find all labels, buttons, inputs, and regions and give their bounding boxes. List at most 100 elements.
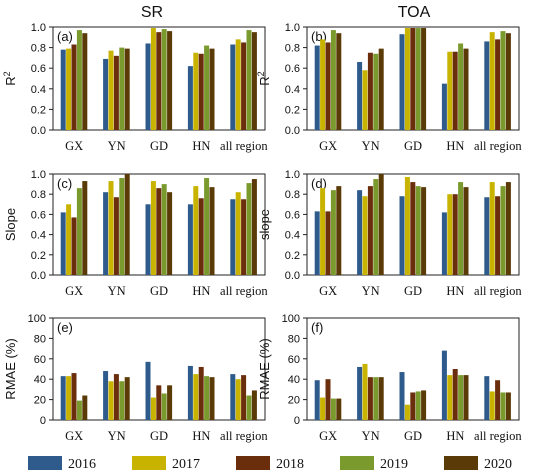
legend-label: 2016: [68, 457, 96, 472]
bar: [495, 196, 501, 275]
chart-panel-6: 0 20 40 60 80 100 RMAE (%) (f) GX YN GD HN all regio…: [257, 313, 522, 443]
bar: [198, 366, 204, 420]
y-tick-label: 0.8: [285, 189, 300, 201]
y-tick-label: 0: [294, 415, 300, 427]
bar: [66, 48, 72, 130]
bar: [113, 197, 119, 275]
legend-swatch: [28, 456, 62, 470]
legend-label: 2018: [276, 457, 304, 472]
x-tick-label: HN: [192, 429, 210, 443]
bar: [489, 32, 495, 130]
chart-panel-1: 0.0 0.2 0.4 0.6 0.8 1.0 R2 (a) GX YN GD HN all regio…: [2, 22, 268, 153]
bar: [204, 376, 210, 420]
x-tick-label: GD: [404, 429, 422, 443]
bar: [505, 392, 511, 420]
bar: [410, 28, 416, 131]
y-tick-label: 0.0: [31, 270, 46, 282]
y-tick-label: 0.2: [31, 250, 46, 262]
bar: [415, 186, 421, 275]
bar: [500, 392, 506, 420]
panels-group: 0.0 0.2 0.4 0.6 0.8 1.0 R2 (a) GX YN GD HN all regio…: [2, 22, 522, 443]
bar: [246, 395, 252, 420]
bar: [452, 194, 458, 275]
bar: [378, 48, 384, 130]
bar: [76, 400, 82, 420]
bar: [441, 83, 447, 130]
x-tick-label: GD: [404, 139, 422, 153]
bar: [103, 192, 109, 275]
y-tick-label: 20: [288, 395, 300, 407]
bar: [187, 365, 193, 420]
x-tick-label: all region: [220, 429, 268, 443]
y-axis-label: R2: [256, 71, 272, 85]
bar: [441, 212, 447, 275]
x-tick-label: HN: [192, 139, 210, 153]
bar: [60, 212, 66, 275]
bar: [71, 44, 77, 131]
bar: [103, 58, 109, 130]
x-tick-label: all region: [220, 284, 268, 298]
legend-swatch: [132, 456, 166, 470]
y-tick-label: 20: [34, 395, 46, 407]
bar: [373, 377, 379, 420]
bar: [336, 398, 342, 420]
y-tick-label: 0.4: [31, 84, 46, 96]
bar: [314, 380, 320, 420]
bar: [357, 190, 363, 275]
bar: [489, 391, 495, 420]
panel-label: (e): [57, 320, 73, 335]
bar: [447, 51, 453, 130]
bar: [209, 377, 215, 420]
bar: [82, 181, 88, 275]
bar: [404, 177, 410, 275]
bar: [357, 366, 363, 420]
bar: [193, 52, 199, 130]
bar: [336, 33, 342, 130]
bar: [113, 374, 119, 420]
bar: [209, 187, 215, 275]
bar: [330, 190, 336, 275]
bar: [198, 53, 204, 130]
x-tick-label: GX: [65, 139, 83, 153]
y-axis-label: RMAE (%): [257, 338, 272, 399]
y-tick-label: 1.0: [285, 169, 300, 181]
bar: [452, 369, 458, 420]
bar: [399, 372, 405, 420]
bar: [235, 379, 241, 420]
bar: [314, 211, 320, 275]
y-tick-label: 0.2: [285, 250, 300, 262]
bar: [325, 211, 331, 275]
x-tick-label: GX: [319, 139, 337, 153]
y-tick-label: 0.4: [285, 230, 300, 242]
bar: [204, 178, 210, 275]
bar: [246, 30, 252, 131]
bar: [415, 391, 421, 420]
column-title-toa: TOA: [398, 4, 431, 21]
bar: [421, 187, 427, 275]
bar: [187, 204, 193, 275]
bar: [500, 31, 506, 130]
chart-panel-3: 0.0 0.2 0.4 0.6 0.8 1.0 Slope (c) GX YN GD HN all re…: [3, 169, 268, 298]
x-tick-label: GD: [404, 284, 422, 298]
y-tick-label: 1.0: [31, 22, 46, 34]
x-tick-label: GD: [150, 429, 168, 443]
y-tick-label: 40: [34, 374, 46, 386]
bar: [230, 44, 236, 131]
x-tick-label: GD: [150, 139, 168, 153]
bar: [367, 52, 373, 130]
y-tick-label: 1.0: [285, 22, 300, 34]
bar: [241, 375, 247, 420]
column-title-sr: SR: [141, 4, 163, 21]
bar: [161, 393, 167, 420]
bar: [320, 39, 326, 130]
legend-label: 2017: [172, 457, 200, 472]
y-tick-label: 100: [28, 313, 46, 325]
bar: [367, 186, 373, 275]
bar: [399, 196, 405, 275]
bar: [357, 62, 363, 130]
bar: [198, 198, 204, 275]
legend-label: 2020: [484, 457, 512, 472]
bar: [410, 392, 416, 420]
bar: [336, 186, 342, 275]
y-tick-label: 0.8: [31, 189, 46, 201]
